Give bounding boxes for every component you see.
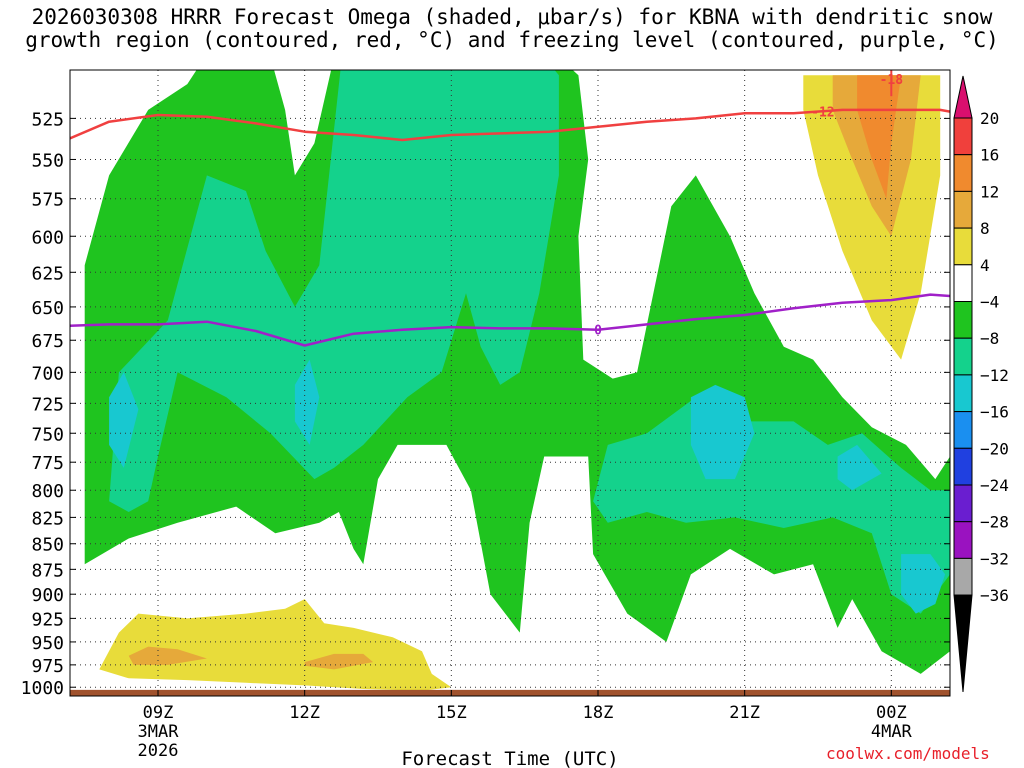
omega-region-5 (690, 384, 755, 480)
y-tick-label: 1000 (21, 678, 64, 699)
omega-region-13 (304, 653, 374, 670)
colorbar-label: −8 (980, 329, 999, 348)
y-tick-label: 625 (31, 263, 64, 284)
y-tick-label: 550 (31, 150, 64, 171)
freezing-level-line (70, 293, 950, 347)
colorbar-segment-9 (953, 411, 973, 449)
colorbar-segment-8 (953, 374, 973, 413)
omega-region-4 (294, 359, 320, 445)
y-tick-label: 875 (31, 560, 64, 581)
contour-lines: -12 -18 0 (70, 70, 950, 347)
y-tick-label: 975 (31, 656, 64, 677)
colorbar-label: 12 (980, 182, 999, 201)
colorbar-segment-13 (953, 557, 973, 596)
omega-region-0 (84, 70, 950, 688)
y-tick-label: 950 (31, 633, 64, 654)
colorbar-label: −16 (980, 403, 1009, 422)
omega-region-6 (837, 444, 882, 491)
colorbar-label: −32 (980, 549, 1009, 568)
x-tick-label: 00Z (876, 703, 907, 723)
x-tick-date: 4MAR (871, 722, 913, 742)
y-tick-label: 925 (31, 609, 64, 630)
colorbar-label: −12 (980, 366, 1009, 385)
colorbar-segment-2 (953, 154, 973, 192)
colorbar: 20 16 12 8 4 −4 −8 −12 −16 −20 −24 −28 −32 −36 (953, 75, 1009, 693)
y-tick-label: 600 (31, 227, 64, 248)
omega-region-11 (99, 599, 452, 691)
y-tick-label: 800 (31, 481, 64, 502)
chart-title: 2026030308 HRRR Forecast Omega (shaded, … (0, 6, 1024, 52)
x-tick-label: 09Z (143, 703, 174, 723)
y-tick-label: 750 (31, 424, 64, 445)
x-tick-label: 21Z (729, 703, 760, 723)
title-line-1: 2026030308 HRRR Forecast Omega (shaded, … (31, 5, 993, 29)
y-tick-label: 675 (31, 331, 64, 352)
colorbar-label: 8 (980, 219, 990, 238)
x-tick-label: 18Z (583, 703, 614, 723)
dgz-contour-line-label: -12 (811, 106, 834, 121)
x-tick-date: 3MAR (138, 722, 180, 742)
colorbar-segment-1 (953, 117, 973, 156)
colorbar-label: −36 (980, 586, 1009, 605)
x-tick-year: 2026 (138, 741, 179, 761)
colorbar-segment-4 (953, 227, 973, 266)
title-line-2: growth region (contoured, red, °C) and f… (25, 28, 999, 52)
colorbar-label: −24 (980, 476, 1009, 495)
plot-frame (69, 69, 951, 697)
x-tick-label: 15Z (436, 703, 467, 723)
colorbar-segment-3 (953, 190, 973, 229)
omega-region-10 (857, 75, 902, 199)
colorbar-segment-11 (953, 484, 973, 523)
omega-region-3 (109, 372, 139, 468)
colorbar-bottom-arrow (953, 594, 973, 693)
y-tick-label: 825 (31, 508, 64, 529)
colorbar-label: 20 (980, 109, 999, 128)
colorbar-label: −28 (980, 513, 1009, 532)
x-axis-label: Forecast Time (UTC) (401, 748, 618, 768)
credit-link[interactable]: coolwx.com/models (826, 744, 990, 763)
omega-region-12 (128, 646, 207, 665)
colorbar-segment-7 (953, 337, 973, 376)
y-tick-label: 525 (31, 109, 64, 130)
y-tick-label: 775 (31, 453, 64, 474)
y-tick-label: 700 (31, 363, 64, 384)
colorbar-segment-10 (953, 447, 973, 486)
colorbar-segment-12 (953, 521, 973, 559)
colorbar-top-arrow (953, 75, 973, 119)
x-tick-label: 12Z (289, 703, 320, 723)
axis-ticks: 525 550 575 600 625 650 675 700 725 750 775 800 825 8… (21, 109, 950, 761)
dgz-contour-line (70, 108, 950, 142)
y-tick-label: 650 (31, 298, 64, 319)
omega-region-1 (109, 70, 559, 512)
y-tick-label: 900 (31, 585, 64, 606)
colorbar-label: 4 (980, 256, 990, 275)
grid-lines (70, 70, 950, 696)
colorbar-segment-5 (953, 264, 973, 302)
y-tick-label: 575 (31, 190, 64, 211)
dgz-contour-top-line-label: -18 (880, 73, 904, 88)
y-tick-label: 850 (31, 535, 64, 556)
colorbar-label: 16 (980, 146, 999, 165)
omega-shading (70, 70, 950, 696)
freezing-level-line-label: 0 (594, 324, 602, 339)
colorbar-label: −4 (980, 293, 999, 312)
y-tick-label: 725 (31, 394, 64, 415)
omega-region-7 (901, 554, 946, 614)
colorbar-label: −20 (980, 439, 1009, 458)
terrain-strip (70, 689, 950, 696)
colorbar-segment-6 (953, 301, 973, 339)
